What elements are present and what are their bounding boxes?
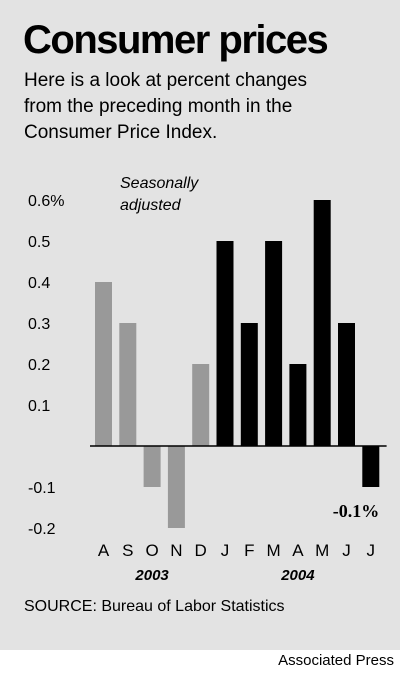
y-tick-label: 0.5 (28, 234, 50, 251)
bar (265, 241, 283, 446)
bar (192, 364, 210, 446)
x-tick-label: S (122, 541, 133, 560)
y-tick-label: -0.1 (28, 480, 56, 497)
x-tick-label: O (145, 541, 158, 560)
credit-line: Associated Press (278, 652, 394, 669)
x-tick-label: A (292, 541, 304, 560)
bar (143, 446, 161, 487)
y-tick-label: -0.2 (28, 521, 56, 538)
chart-panel (0, 0, 400, 650)
x-tick-label: J (342, 541, 351, 560)
bar (289, 364, 307, 446)
x-tick-label: A (98, 541, 110, 560)
subtitle-line-2: from the preceding month in the (24, 96, 293, 117)
y-tick-label: 0.1 (28, 398, 50, 415)
annotation-line-1: Seasonally (120, 175, 199, 192)
bar (240, 323, 258, 446)
y-tick-label: 0.6% (28, 193, 64, 210)
y-axis-ticks: 0.6% 0.5 0.4 0.3 0.2 0.1 -0.1 -0.2 (28, 193, 64, 538)
subtitle-line-3: Consumer Price Index. (24, 122, 218, 143)
bar (313, 200, 331, 446)
bar (362, 446, 380, 487)
y-tick-label: 0.2 (28, 357, 50, 374)
callout-label: -0.1% (333, 501, 380, 521)
x-tick-label: D (195, 541, 207, 560)
annotation-line-2: adjusted (120, 197, 182, 214)
year-label: 2004 (280, 567, 315, 584)
x-tick-label: F (244, 541, 254, 560)
bar (95, 282, 112, 446)
bars-group (95, 200, 380, 528)
subtitle-line-1: Here is a look at percent changes (24, 70, 308, 91)
x-tick-label: J (221, 541, 230, 560)
y-tick-label: 0.4 (28, 275, 50, 292)
bar (216, 241, 234, 446)
y-tick-label: 0.3 (28, 316, 50, 333)
source-note: SOURCE: Bureau of Labor Statistics (24, 598, 285, 615)
bar (338, 323, 355, 446)
bar (119, 323, 137, 446)
bar (167, 446, 185, 528)
x-tick-label: M (267, 541, 281, 560)
year-labels: 2003 2004 (134, 567, 315, 584)
year-label: 2003 (134, 567, 169, 584)
x-tick-label: N (170, 541, 182, 560)
chart-subtitle: Here is a look at percent changes from t… (24, 68, 384, 146)
chart-title: Consumer prices (23, 18, 329, 62)
x-tick-label: J (367, 541, 376, 560)
x-tick-label: M (315, 541, 329, 560)
